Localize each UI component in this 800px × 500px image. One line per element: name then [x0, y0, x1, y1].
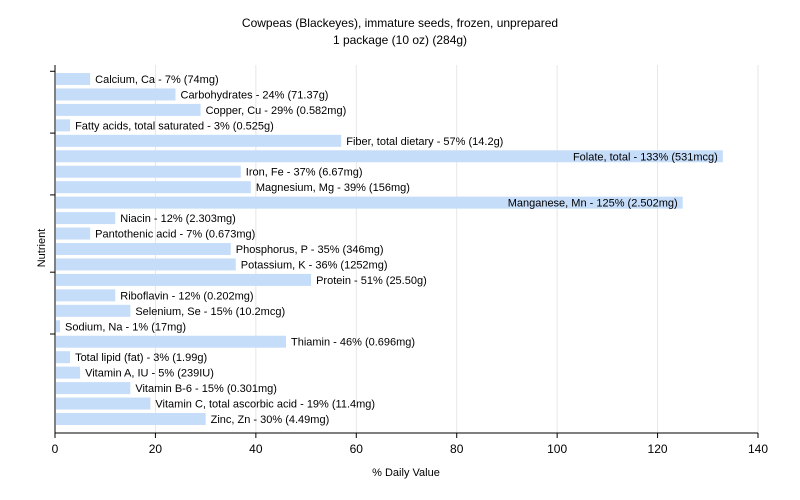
bar	[56, 243, 231, 255]
x-ticks: 0 20 40 60 80 100 120 140	[52, 433, 768, 456]
x-axis-label: % Daily Value	[372, 467, 440, 479]
x-tick-label: 100	[547, 442, 567, 456]
bar-label: Carbohydrates - 24% (71.37g)	[181, 89, 329, 101]
bars: Calcium, Ca - 7% (74mg) Carbohydrates - 2…	[56, 73, 723, 426]
bar-label: Protein - 51% (25.50g)	[316, 275, 427, 287]
bar-label: Vitamin C, total ascorbic acid - 19% (11…	[155, 399, 375, 411]
bar-label: Copper, Cu - 29% (0.582mg)	[206, 105, 347, 117]
x-tick-label: 40	[249, 442, 263, 456]
chart-title: Cowpeas (Blackeyes), immature seeds, fro…	[242, 16, 558, 30]
bar	[56, 335, 286, 348]
bar	[56, 366, 81, 379]
bar	[56, 212, 116, 225]
bar	[56, 304, 131, 317]
x-tick-label: 120	[648, 442, 668, 456]
bar	[56, 258, 236, 271]
x-tick-label: 0	[52, 442, 59, 456]
bar	[56, 196, 683, 209]
grid	[154, 65, 759, 433]
bar-label: Phosphorus, P - 35% (346mg)	[236, 244, 384, 256]
bar	[56, 181, 251, 194]
x-tick-label: 80	[450, 442, 464, 456]
bar-label: Magnesium, Mg - 39% (156mg)	[256, 182, 410, 194]
bar	[56, 273, 312, 286]
bar	[56, 351, 71, 364]
bar	[56, 165, 241, 178]
bar-label: Calcium, Ca - 7% (74mg)	[95, 74, 218, 86]
bar-label: Thiamin - 46% (0.696mg)	[291, 337, 415, 349]
bar-label: Manganese, Mn - 125% (2.502mg)	[508, 198, 678, 210]
bar	[56, 150, 723, 163]
bar-label: Fiber, total dietary - 57% (14.2g)	[346, 136, 503, 148]
bar	[56, 397, 151, 410]
axes	[50, 65, 758, 434]
chart-subtitle: 1 package (10 oz) (284g)	[333, 33, 467, 47]
x-tick-label: 140	[748, 442, 768, 456]
bar	[56, 382, 131, 395]
bar-label: Niacin - 12% (2.303mg)	[120, 213, 236, 225]
bar	[56, 289, 116, 302]
bar-label: Zinc, Zn - 30% (4.49mg)	[211, 414, 330, 426]
y-axis-label: Nutrient	[36, 229, 48, 268]
bar-label: Fatty acids, total saturated - 3% (0.525…	[75, 120, 274, 132]
bar-label: Potassium, K - 36% (1252mg)	[241, 259, 388, 271]
bar	[56, 134, 342, 147]
bar-label: Folate, total - 133% (531mcg)	[573, 151, 718, 163]
bar	[56, 103, 201, 116]
bar-label: Riboflavin - 12% (0.202mg)	[120, 290, 253, 302]
bar-label: Iron, Fe - 37% (6.67mg)	[246, 167, 363, 179]
bar	[56, 320, 61, 333]
bar	[56, 73, 91, 85]
x-tick-label: 20	[149, 442, 163, 456]
bar-label: Pantothenic acid - 7% (0.673mg)	[95, 229, 255, 241]
bar-label: Vitamin B-6 - 15% (0.301mg)	[135, 383, 277, 395]
bar	[56, 88, 176, 101]
bar-label: Selenium, Se - 15% (10.2mcg)	[135, 306, 285, 318]
bar-label: Vitamin A, IU - 5% (239IU)	[85, 368, 214, 380]
bar-label: Total lipid (fat) - 3% (1.99g)	[75, 352, 207, 364]
bar	[56, 413, 206, 425]
bar	[56, 119, 71, 132]
bar	[56, 227, 91, 240]
bar-label: Sodium, Na - 1% (17mg)	[65, 321, 186, 333]
x-tick-label: 60	[350, 442, 364, 456]
